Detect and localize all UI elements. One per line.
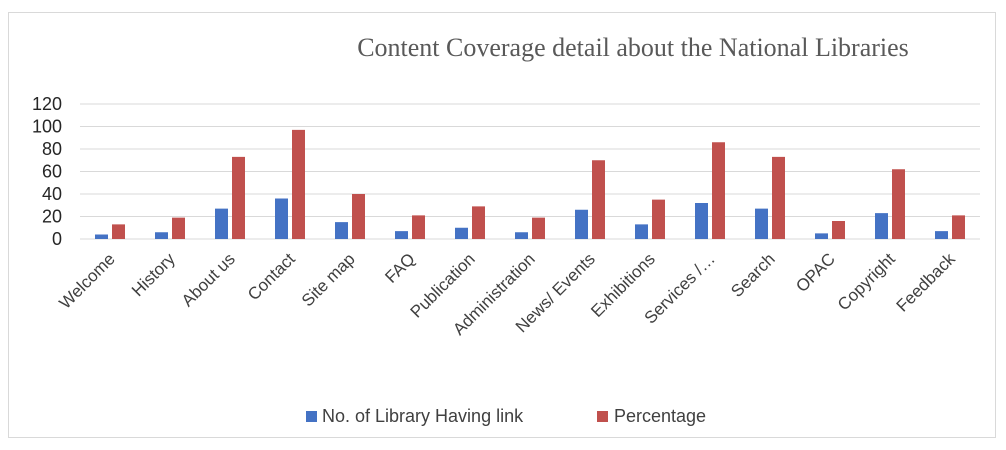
x-tick-label: Welcome <box>56 249 119 312</box>
bar-percentage <box>892 169 905 239</box>
bar-library-link <box>95 234 108 239</box>
legend-label-percentage: Percentage <box>614 406 706 426</box>
bar-percentage <box>832 221 845 239</box>
bar-library-link <box>815 233 828 239</box>
bar-percentage <box>172 217 185 239</box>
bar-percentage <box>592 160 605 239</box>
bar-library-link <box>275 198 288 239</box>
y-tick-label: 80 <box>42 139 62 159</box>
x-tick-label: History <box>128 249 179 300</box>
bar-percentage <box>292 129 305 239</box>
y-tick-label: 40 <box>42 184 62 204</box>
y-tick-label: 20 <box>42 207 62 227</box>
x-tick-label: FAQ <box>381 249 418 286</box>
bar-percentage <box>112 224 125 239</box>
bar-library-link <box>935 231 948 239</box>
bar-percentage <box>532 217 545 239</box>
x-axis-ticks: Welcome History About us Contact Site map FAQ… <box>56 249 960 339</box>
y-tick-label: 0 <box>52 229 62 249</box>
bar-percentage <box>352 194 365 239</box>
bar-library-link <box>695 203 708 239</box>
bar-library-link <box>875 213 888 239</box>
bar-library-link <box>575 209 588 239</box>
y-tick-label: 120 <box>32 94 62 114</box>
bar-library-link <box>635 224 648 239</box>
legend-swatch-percentage <box>597 411 608 422</box>
x-tick-label: Copyright <box>834 249 899 314</box>
bar-percentage <box>412 215 425 239</box>
x-tick-label: Search <box>727 249 779 301</box>
gridlines <box>80 103 980 240</box>
legend-swatch-library-link <box>306 411 317 422</box>
bar-library-link <box>155 232 168 239</box>
bar-percentage <box>952 215 965 239</box>
chart-title: Content Coverage detail about the Nation… <box>357 33 909 62</box>
bar-library-link <box>455 227 468 239</box>
x-tick-label: Site map <box>298 249 359 310</box>
bar-percentage <box>772 156 785 239</box>
bar-library-link <box>395 231 408 239</box>
x-tick-label: About us <box>178 249 239 310</box>
x-tick-label: Feedback <box>893 249 960 316</box>
x-tick-label: OPAC <box>792 249 839 296</box>
y-tick-label: 100 <box>32 117 62 137</box>
bar-percentage <box>232 156 245 239</box>
bar-percentage <box>652 199 665 239</box>
y-tick-label: 60 <box>42 162 62 182</box>
bar-percentage <box>472 206 485 239</box>
bar-library-link <box>335 222 348 239</box>
bar-library-link <box>215 208 228 239</box>
x-tick-label: Contact <box>244 249 299 304</box>
legend-label-library-link: No. of Library Having link <box>322 406 524 426</box>
bar-library-link <box>515 232 528 239</box>
bar-library-link <box>755 208 768 239</box>
bar-percentage <box>712 142 725 239</box>
bars <box>95 129 965 239</box>
legend: No. of Library Having link Percentage <box>306 406 706 426</box>
